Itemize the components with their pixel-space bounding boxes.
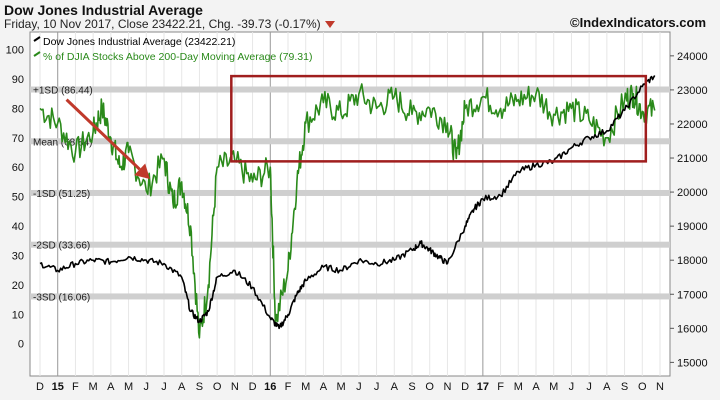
sd-band [30, 138, 670, 145]
x-tick-label: M [301, 381, 310, 393]
left-tick-label: 40 [12, 221, 24, 233]
right-tick-label: 15000 [677, 357, 708, 369]
legend-green-swatch [33, 51, 41, 57]
sd-band-label: -1SD (51.25) [33, 189, 90, 200]
left-tick-label: 80 [12, 103, 24, 115]
x-tick-label: A [603, 381, 611, 393]
x-tick-label: J [586, 381, 592, 393]
right-tick-label: 22000 [677, 119, 708, 131]
right-tick-label: 24000 [677, 51, 708, 63]
x-tick-label: J [569, 381, 575, 393]
right-tick-label: 20000 [677, 187, 708, 199]
annotations [65, 74, 648, 180]
x-tick-label: J [374, 381, 380, 393]
x-tick-label: F [72, 381, 79, 393]
x-tick-label: N [231, 381, 239, 393]
left-tick-label: 20 [12, 280, 24, 292]
right-tick-label: 16000 [677, 323, 708, 335]
sd-band [30, 293, 670, 300]
x-tick-label: A [107, 381, 115, 393]
x-tick-label: S [408, 381, 415, 393]
x-axis: D 15 F M A M J J A S O N D 16 F M A M J J A S O N D 17 F M A M J J A S O N [36, 381, 664, 393]
legend-black-swatch [33, 36, 41, 42]
plot-area [29, 31, 671, 377]
trend-arrow-shaft [65, 98, 141, 171]
highlight-box [230, 74, 648, 163]
left-tick-label: 60 [12, 162, 24, 174]
x-tick-label: S [621, 381, 628, 393]
left-tick-label: 50 [12, 192, 24, 204]
x-tick-label: M [89, 381, 98, 393]
x-tick-label: O [425, 381, 434, 393]
x-tick-label: O [638, 381, 647, 393]
x-tick-label: 16 [264, 381, 276, 393]
left-tick-label: 70 [12, 133, 24, 145]
x-tick-label: N [443, 381, 451, 393]
legend-black-label: Dow Jones Industrial Average (23422.21) [43, 36, 235, 48]
page-title: Dow Jones Industrial Average [4, 2, 203, 18]
x-tick-label: A [178, 381, 186, 393]
sd-band [30, 241, 670, 248]
left-tick-label: 100 [6, 45, 24, 57]
x-tick-label: J [356, 381, 362, 393]
x-tick-label: N [656, 381, 664, 393]
trend-arrow-head [134, 163, 150, 180]
x-tick-label: J [161, 381, 167, 393]
left-tick-label: 30 [12, 250, 24, 262]
legend-green-label: % of DJIA Stocks Above 200-Day Moving Av… [43, 51, 312, 63]
sd-band [30, 86, 670, 93]
x-tick-label: A [532, 381, 540, 393]
quote-summary-text: Friday, 10 Nov 2017, Close 23422.21, Chg… [4, 17, 321, 31]
x-tick-label: A [391, 381, 399, 393]
right-axis: 15000 16000 17000 18000 19000 20000 21000 22000… [670, 51, 708, 369]
x-tick-label: M [514, 381, 523, 393]
right-tick-label: 19000 [677, 221, 708, 233]
x-tick-label: O [213, 381, 222, 393]
x-tick-label: F [285, 381, 292, 393]
sd-band-label: -3SD (16.06) [33, 292, 90, 303]
x-tick-label: J [144, 381, 150, 393]
left-tick-label: 0 [18, 339, 24, 351]
left-tick-label: 10 [12, 309, 24, 321]
x-tick-label: M [124, 381, 133, 393]
x-tick-label: S [196, 381, 203, 393]
x-tick-label: A [320, 381, 328, 393]
x-tick-label: D [461, 381, 469, 393]
x-tick-label: F [497, 381, 504, 393]
legend: Dow Jones Industrial Average (23422.21) … [33, 36, 312, 63]
sd-band-label: Mean (68.84) [33, 137, 92, 148]
sd-band-label: -2SD (33.66) [33, 241, 90, 252]
right-tick-label: 21000 [677, 153, 708, 165]
quote-summary: Friday, 10 Nov 2017, Close 23422.21, Chg… [4, 17, 335, 31]
left-axis: 0 10 20 30 40 50 60 70 80 90 100 [6, 45, 24, 351]
x-tick-label: 17 [477, 381, 489, 393]
right-tick-label: 23000 [677, 85, 708, 97]
x-tick-label: M [337, 381, 346, 393]
right-tick-label: 17000 [677, 289, 708, 301]
left-tick-label: 90 [12, 74, 24, 86]
down-arrow-icon [324, 21, 335, 29]
x-tick-label: 15 [52, 381, 64, 393]
x-tick-label: M [549, 381, 558, 393]
sd-band-label: +1SD (86.44) [33, 86, 93, 97]
djia-price-line [39, 75, 656, 330]
sd-bands: +1SD (86.44) Mean (68.84) -1SD (51.25) -2SD… [30, 86, 670, 303]
brand-watermark: ©IndexIndicators.com [570, 15, 706, 30]
right-tick-label: 18000 [677, 255, 708, 267]
sd-band [30, 189, 670, 196]
x-tick-label: D [249, 381, 257, 393]
x-tick-label: D [36, 381, 44, 393]
